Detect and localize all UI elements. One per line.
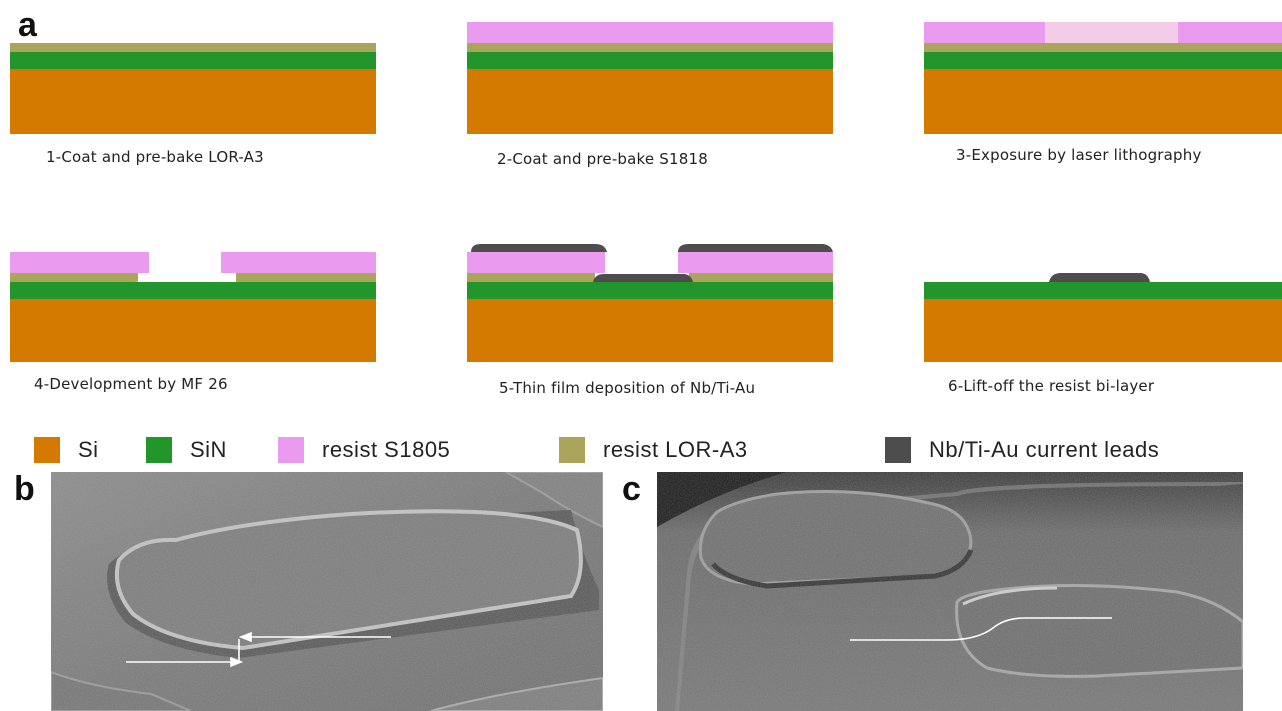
s1805-layer (467, 22, 833, 43)
s1805-right (678, 252, 833, 273)
exposed-region (1045, 22, 1178, 43)
si-layer (10, 299, 376, 362)
sem-image-b (51, 472, 603, 711)
development-undercut (134, 265, 238, 282)
process-step-3 (924, 22, 1282, 134)
legend-lor-swatch (559, 437, 585, 463)
lor-layer-left (467, 273, 595, 282)
legend-si-label: Si (78, 437, 99, 462)
sin-layer (467, 52, 833, 69)
legend-lor-label: resist LOR-A3 (603, 437, 748, 462)
sin-layer (10, 52, 376, 69)
lor-layer (467, 43, 833, 52)
panel-label-c: c (622, 470, 641, 508)
legend-sin: SiN (146, 437, 227, 463)
lor-layer-left (10, 273, 138, 282)
step-4-caption: 4-Development by MF 26 (34, 375, 228, 393)
panel-label-a: a (18, 6, 37, 44)
lor-layer (924, 43, 1282, 52)
sem-image-c (657, 472, 1243, 711)
legend-metal-label: Nb/Ti-Au current leads (929, 437, 1160, 462)
lor-layer (10, 43, 376, 52)
si-layer (467, 69, 833, 134)
process-step-6 (924, 262, 1282, 374)
legend-si: Si (34, 437, 99, 463)
legend-lor: resist LOR-A3 (559, 437, 748, 463)
sin-layer (924, 282, 1282, 299)
legend-s1805: resist S1805 (278, 437, 450, 463)
si-layer (924, 299, 1282, 362)
s1805-right (221, 252, 376, 273)
step-6-caption: 6-Lift-off the resist bi-layer (948, 377, 1155, 395)
legend-sin-label: SiN (190, 437, 227, 462)
metal-lead-deposited (593, 274, 693, 282)
step-2-caption: 2-Coat and pre-bake S1818 (497, 150, 708, 168)
si-layer (467, 299, 833, 362)
lor-layer-right (236, 273, 376, 282)
sin-layer (10, 282, 376, 299)
height-profile-line (850, 617, 1112, 641)
legend-s1805-swatch (278, 437, 304, 463)
lor-layer-right (689, 273, 833, 282)
process-step-2 (467, 22, 833, 134)
step-5-caption: 5-Thin film deposition of Nb/Ti-Au (499, 379, 756, 397)
legend-si-swatch (34, 437, 60, 463)
metal-on-resist-left (471, 244, 607, 252)
process-step-4 (10, 252, 376, 364)
legend-metal: Nb/Ti-Au current leads (885, 437, 1159, 463)
legend-metal-swatch (885, 437, 911, 463)
si-layer (924, 69, 1282, 134)
legend-sin-swatch (146, 437, 172, 463)
sin-layer (467, 282, 833, 299)
process-step-5 (467, 242, 833, 362)
panel-label-b: b (14, 470, 35, 508)
legend-s1805-label: resist S1805 (322, 437, 451, 462)
s1805-left (10, 252, 149, 273)
sin-layer (924, 52, 1282, 69)
metal-on-resist-right (678, 244, 833, 252)
step-1-caption: 1-Coat and pre-bake LOR-A3 (46, 148, 264, 166)
process-step-1 (10, 22, 376, 134)
s1805-left (467, 252, 605, 273)
si-layer (10, 69, 376, 134)
metal-lead-final (1049, 273, 1150, 282)
step-height-arrows (126, 631, 391, 668)
step-3-caption: 3-Exposure by laser lithography (956, 146, 1202, 164)
